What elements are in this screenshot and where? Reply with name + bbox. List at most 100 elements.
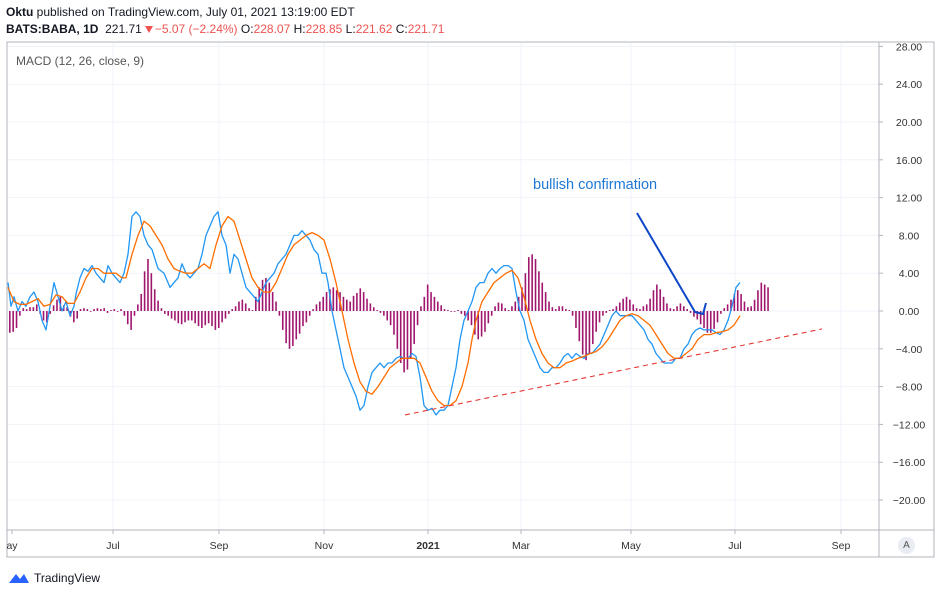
histogram-bar: [281, 311, 284, 330]
histogram-bar: [585, 311, 587, 361]
chart-frame: 28.00 24.00 20.00 16.00 12.00 8.00 4.00 0.00 −4.…: [6, 41, 935, 558]
x-tick-label: ay: [6, 540, 18, 552]
annotation-label: bullish confirmation: [533, 177, 657, 193]
x-tick-label: Jul: [106, 540, 119, 552]
histogram-bar: [174, 311, 176, 321]
histogram-bar: [693, 311, 695, 317]
x-tick-label: May: [621, 540, 642, 552]
plot-border: [6, 41, 935, 558]
histogram-bar: [369, 303, 372, 311]
histogram-bar: [504, 308, 506, 311]
histogram-bar: [241, 299, 244, 311]
histogram-bar: [554, 309, 557, 311]
histogram-bar: [224, 311, 227, 319]
histogram-bar: [632, 304, 635, 311]
histogram-bar: [399, 311, 402, 363]
histogram-bar: [386, 311, 389, 321]
close-value: 221.71: [407, 22, 445, 36]
histogram-bar: [150, 273, 153, 311]
histogram-bar: [190, 311, 193, 321]
tradingview-logo-text: TradingView: [34, 571, 101, 585]
histogram-bar: [706, 311, 709, 333]
histogram-bar: [662, 296, 665, 311]
histogram-bar: [689, 311, 692, 313]
histogram-bar: [332, 287, 335, 311]
y-tick-label: 16.00: [896, 155, 922, 167]
histogram-bar: [325, 292, 328, 311]
open-value: 228.07: [253, 22, 291, 36]
histogram-bar: [571, 311, 574, 316]
y-tick-label: −16.00: [893, 457, 926, 469]
histogram-bar: [372, 307, 375, 311]
histogram-bar: [255, 296, 257, 311]
histogram-bar: [302, 311, 304, 327]
histogram-bar: [32, 307, 35, 311]
histogram-bar: [659, 289, 662, 311]
histogram-bar: [639, 309, 641, 311]
histogram-bar: [565, 309, 567, 311]
histogram-bar: [396, 311, 399, 349]
histogram-bar: [470, 311, 473, 326]
price-change: −5.07 (−2.24%): [154, 22, 238, 36]
histogram-bar: [730, 299, 732, 311]
histogram-bar: [416, 311, 419, 326]
auto-scale-button[interactable]: A: [898, 537, 915, 554]
histogram-bar: [561, 306, 564, 311]
histogram-bar: [130, 311, 132, 330]
histogram-bar: [120, 309, 122, 311]
histogram-bar: [720, 311, 722, 314]
y-tick-label: −4.00: [896, 344, 923, 356]
histogram-bar: [457, 310, 459, 311]
histogram-bar: [214, 311, 217, 330]
down-arrow-icon: [144, 25, 153, 33]
y-tick-label: 4.00: [899, 268, 920, 280]
macd-histogram: [9, 254, 769, 373]
histogram-bar: [524, 273, 527, 311]
symbol-label[interactable]: BATS:BABA, 1D: [6, 22, 99, 36]
histogram-bar: [538, 271, 540, 311]
histogram-bar: [581, 311, 584, 355]
histogram-bar: [588, 311, 591, 354]
histogram-bar: [322, 296, 325, 311]
histogram-bar: [420, 306, 422, 311]
indicator-title: MACD (12, 26, close, 9): [16, 54, 144, 68]
y-tick-label: −12.00: [893, 419, 926, 431]
histogram-bar: [359, 288, 362, 311]
histogram-bar: [170, 311, 173, 319]
histogram-bar: [410, 311, 412, 359]
histogram-bar: [763, 284, 766, 311]
low-label: L:: [345, 22, 356, 36]
histogram-bar: [352, 295, 355, 311]
histogram-bar: [22, 308, 25, 311]
histogram-bar: [221, 311, 223, 323]
histogram-bar: [248, 308, 250, 311]
histogram-bar: [656, 284, 658, 311]
histogram-bar: [356, 293, 358, 311]
author-name[interactable]: Oktu: [6, 5, 34, 19]
histogram-bar: [726, 304, 729, 311]
histogram-bar: [143, 271, 146, 311]
histogram-bar: [123, 311, 126, 316]
histogram-bar: [366, 298, 368, 311]
y-tick-label: 8.00: [899, 230, 920, 242]
last-price: 221.71: [105, 22, 142, 36]
histogram-bar: [177, 311, 180, 324]
histogram-bar: [295, 311, 298, 340]
histogram-bar: [153, 289, 156, 311]
histogram-bar: [99, 309, 102, 311]
histogram-bar: [298, 311, 301, 334]
publish-text: published on TradingView.com, July 01, 2…: [33, 5, 355, 19]
histogram-bar: [76, 311, 78, 319]
histogram-bar: [110, 310, 112, 311]
histogram-bar: [531, 254, 533, 311]
histogram-bar: [605, 311, 608, 313]
histogram-bar: [46, 311, 48, 323]
histogram-bar: [217, 311, 220, 329]
histogram-bar: [592, 311, 594, 345]
histogram-bar: [346, 299, 348, 311]
histogram-bar: [164, 311, 166, 314]
histogram-bar: [12, 311, 14, 332]
histogram-bar: [335, 290, 338, 311]
histogram-bar: [211, 311, 213, 327]
